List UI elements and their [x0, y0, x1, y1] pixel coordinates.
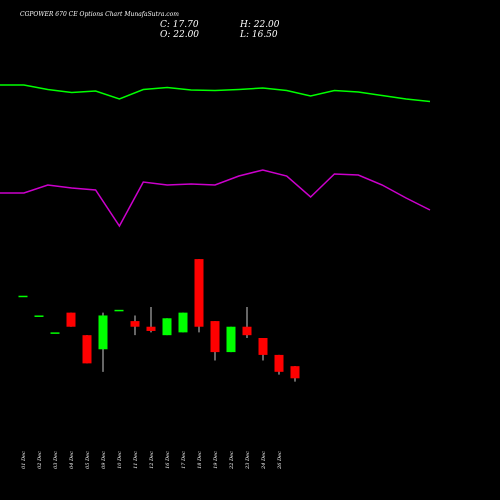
candle-body	[178, 312, 188, 333]
high-value: H: 22.00	[240, 20, 280, 30]
x-tick-label: 09 Dec	[101, 451, 107, 469]
x-tick-label: 18 Dec	[197, 451, 203, 469]
x-tick-label: 24 Dec	[261, 451, 267, 470]
indicator-line-top	[0, 84, 431, 103]
close-value: C: 17.70	[160, 20, 199, 30]
candle-body	[194, 259, 204, 327]
candle-body	[210, 321, 220, 353]
candle-body	[66, 312, 76, 327]
candle-body	[98, 315, 108, 350]
x-tick-label: 03 Dec	[53, 451, 59, 469]
x-tick-label: 17 Dec	[181, 451, 187, 469]
x-tick-label: 23 Dec	[245, 451, 251, 470]
candle-body	[82, 335, 92, 364]
x-tick-label: 19 Dec	[213, 451, 219, 469]
candle-body	[226, 326, 236, 353]
x-tick-label: 26 Dec	[277, 451, 283, 470]
open-value: O: 22.00	[160, 30, 200, 40]
candle-body	[274, 354, 284, 372]
x-tick-label: 05 Dec	[85, 451, 91, 469]
candle-body	[34, 315, 44, 317]
x-tick-label: 16 Dec	[165, 451, 171, 469]
candle-body	[162, 318, 172, 336]
low-value: L: 16.50	[240, 30, 278, 40]
candle-body	[146, 326, 156, 331]
x-tick-label: 01 Dec	[21, 451, 27, 469]
x-tick-label: 22 Dec	[229, 451, 235, 470]
chart-title: CGPOWER 670 CE Options Chart MunafaSutra…	[20, 11, 179, 18]
x-tick-label: 12 Dec	[149, 451, 155, 469]
x-tick-label: 04 Dec	[69, 451, 75, 469]
candle-body	[258, 338, 268, 355]
candle-body	[114, 309, 124, 312]
candle-body	[290, 366, 300, 379]
candle-body	[242, 326, 252, 336]
x-tick-label: 11 Dec	[133, 451, 139, 469]
x-tick-label: 02 Dec	[37, 451, 43, 469]
indicator-line-bottom	[0, 169, 431, 228]
candle-body	[18, 295, 28, 298]
x-tick-label: 10 Dec	[117, 451, 123, 469]
candle-body	[50, 332, 60, 334]
candle-body	[130, 321, 140, 327]
